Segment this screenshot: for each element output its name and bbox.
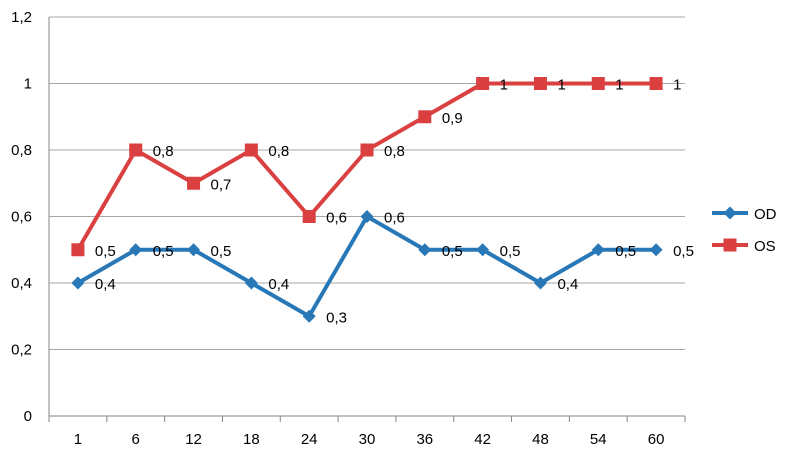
legend-marker-od: [723, 206, 737, 220]
y-tick-label: 0,6: [11, 209, 32, 226]
data-label-od: 0,4: [95, 276, 116, 293]
data-point-os: [187, 176, 201, 190]
legend-marker-os: [723, 238, 737, 252]
x-tick-label: 1: [74, 431, 82, 448]
data-point-od: [649, 243, 663, 257]
data-label-od: 0,3: [326, 309, 347, 326]
data-label-os: 1: [615, 77, 623, 94]
data-label-od: 0,5: [500, 243, 521, 260]
data-label-os: 0,9: [442, 110, 463, 127]
x-axis-tick-labels: 1 6 12 18 24 30 36 42 48 54 60: [74, 431, 665, 448]
x-tick-label: 30: [359, 431, 376, 448]
data-point-os: [129, 143, 143, 157]
data-point-od: [533, 276, 547, 290]
data-point-od: [360, 210, 374, 223]
data-point-os: [418, 110, 432, 124]
x-tick-label: 36: [416, 431, 433, 448]
data-point-os: [533, 77, 547, 90]
data-point-od: [476, 243, 490, 257]
data-label-os: 1: [673, 77, 681, 94]
y-tick-label: 1: [24, 76, 32, 93]
data-point-os: [302, 210, 316, 223]
data-label-od: 0,6: [384, 210, 405, 227]
data-point-os: [360, 143, 374, 157]
data-point-os: [476, 77, 490, 90]
data-point-od: [591, 243, 605, 257]
data-label-os: 0,8: [153, 143, 174, 160]
data-label-od: 0,5: [153, 243, 174, 260]
legend: OD OS: [712, 206, 777, 255]
data-label-od: 0,5: [211, 243, 232, 260]
data-label-os: 0,6: [326, 210, 347, 227]
data-point-os: [649, 77, 663, 90]
data-label-od: 0,4: [557, 276, 578, 293]
x-tick-label: 24: [301, 431, 318, 448]
data-point-od: [302, 309, 316, 323]
series-line-os: [76, 81, 657, 251]
data-point-od: [187, 243, 201, 257]
y-axis-tick-labels: 0 0,2 0,4 0,6 0,8 1 1,2: [11, 9, 32, 425]
y-tick-label: 1,2: [11, 9, 32, 26]
data-point-od: [71, 276, 85, 290]
y-tick-label: 0,4: [11, 275, 32, 292]
data-point-os: [591, 77, 605, 90]
x-tick-label: 60: [648, 431, 665, 448]
data-labels: 0,4 0,5 0,5 0,4 0,3 0,6 0,5 0,5 0,4 0,5 0,5 0,5 0,8 0…: [95, 77, 694, 327]
data-label-od: 0,5: [673, 243, 694, 260]
x-tick-label: 18: [243, 431, 260, 448]
legend-label-os: OS: [754, 238, 776, 255]
data-label-os: 0,8: [268, 143, 289, 160]
data-point-od: [418, 243, 432, 257]
x-tick-label: 42: [474, 431, 491, 448]
data-label-os: 0,8: [384, 143, 405, 160]
data-label-od: 0,5: [442, 243, 463, 260]
legend-label-od: OD: [754, 206, 777, 223]
y-tick-label: 0,8: [11, 142, 32, 159]
data-point-os: [244, 143, 258, 157]
data-point-os: [71, 243, 85, 257]
data-point-od: [129, 243, 143, 257]
data-label-os: 0,5: [95, 243, 116, 260]
y-tick-label: 0: [24, 408, 32, 425]
series-line-od: [76, 214, 657, 319]
x-tick-label: 6: [132, 431, 140, 448]
data-point-od: [244, 276, 258, 290]
x-tick-label: 54: [590, 431, 607, 448]
series-lines: [71, 77, 663, 323]
y-tick-label: 0,2: [11, 342, 32, 359]
data-label-od: 0,4: [268, 276, 289, 293]
data-label-od: 0,5: [615, 243, 636, 260]
x-tick-label: 12: [185, 431, 202, 448]
data-label-os: 1: [500, 77, 508, 94]
x-tick-label: 48: [532, 431, 549, 448]
data-label-os: 0,7: [211, 176, 232, 193]
data-label-os: 1: [557, 77, 565, 94]
